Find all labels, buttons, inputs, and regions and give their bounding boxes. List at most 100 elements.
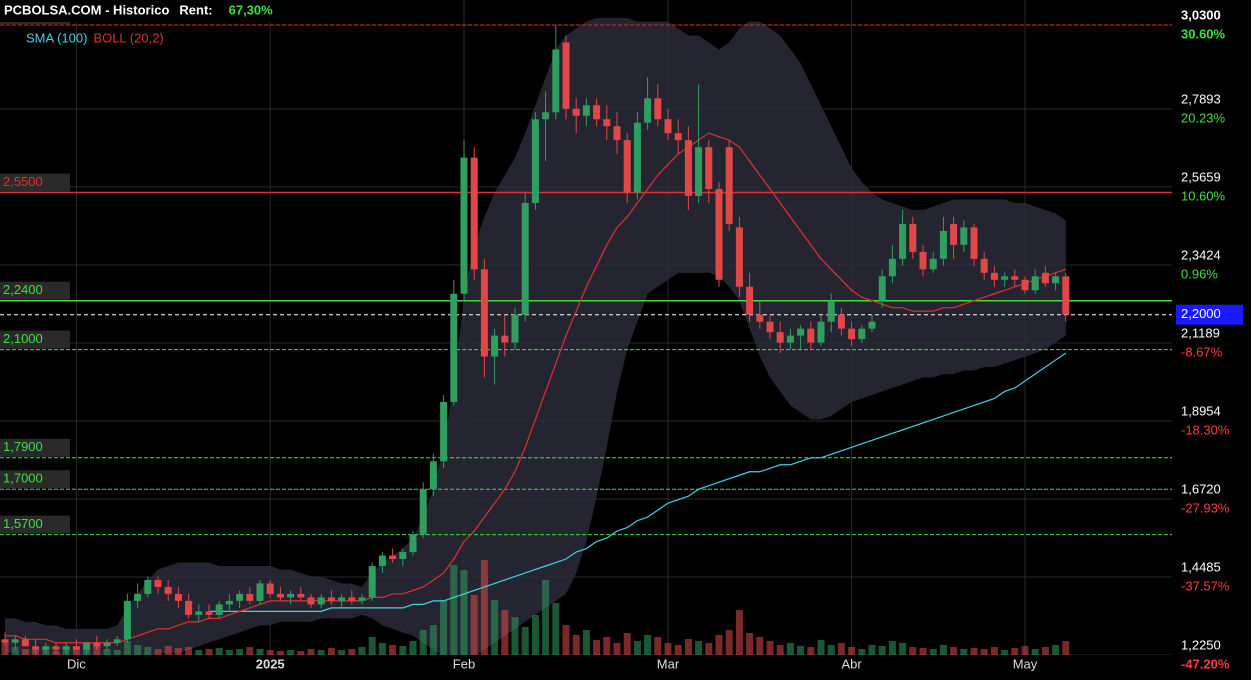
volume-bar	[1041, 647, 1049, 655]
volume-bar	[358, 647, 366, 655]
candle-body	[378, 555, 386, 566]
candle-body	[1031, 276, 1039, 291]
volume-bar	[776, 645, 784, 655]
candle-body	[123, 600, 131, 640]
candle-body	[1052, 276, 1060, 284]
volume-bar	[1, 643, 9, 655]
candle-body	[113, 639, 121, 643]
candle-body	[909, 223, 917, 252]
y2-tick-label: -8.67%	[1181, 344, 1223, 359]
legend-entry: BOLL (20,2)	[93, 30, 163, 45]
x-tick-label: Feb	[453, 656, 475, 671]
candle-body	[613, 126, 621, 141]
volume-bar	[174, 648, 182, 655]
candle-body	[1011, 276, 1019, 280]
candle-body	[521, 202, 529, 315]
level-label-box	[0, 330, 70, 349]
y-tick-label: 2,3424	[1181, 247, 1221, 262]
candle-body	[746, 286, 754, 315]
candle-body	[899, 223, 907, 259]
candle-body	[501, 335, 509, 343]
candle-body	[11, 639, 19, 643]
level-label: 1,7000	[3, 471, 43, 486]
candle-body	[256, 583, 264, 601]
candle-body	[72, 646, 80, 650]
y2-tick-label: -18.30%	[1181, 422, 1230, 437]
last-price-box	[1176, 304, 1243, 325]
candle-body	[715, 189, 723, 280]
candle-body	[246, 593, 254, 601]
volume-bar	[674, 645, 682, 655]
candle-body	[276, 593, 284, 598]
volume-bar	[113, 650, 121, 655]
volume-bar	[837, 643, 845, 655]
y2-tick-label: 0.96%	[1181, 266, 1218, 281]
volume-bar	[419, 630, 427, 655]
volume-bar	[797, 646, 805, 655]
volume-bar	[684, 639, 692, 655]
candle-body	[480, 269, 488, 357]
volume-bar	[521, 627, 529, 655]
candle-body	[664, 119, 672, 134]
level-label: 2,5500	[3, 174, 43, 189]
volume-bar	[756, 637, 764, 655]
volume-bar	[511, 617, 519, 655]
volume-bar	[185, 647, 193, 655]
candle-body	[848, 328, 856, 340]
candle-body	[593, 105, 601, 120]
volume-bar	[460, 570, 468, 655]
candle-body	[950, 223, 958, 245]
volume-bar	[990, 647, 998, 655]
volume-bar	[501, 610, 509, 655]
volume-bar	[582, 630, 590, 655]
volume-bar	[858, 649, 866, 655]
candle-body	[491, 335, 499, 357]
volume-bar	[378, 643, 386, 655]
volume-bar	[929, 649, 937, 655]
candle-body	[215, 604, 223, 615]
candle-body	[970, 227, 978, 259]
indicator-line	[209, 352, 1067, 612]
volume-bar	[531, 615, 539, 655]
volume-bar	[399, 646, 407, 655]
volume-bar	[225, 650, 233, 655]
candle-body	[21, 639, 29, 647]
candle-body	[103, 642, 111, 647]
volume-bar	[327, 648, 335, 655]
candle-body	[185, 600, 193, 615]
y-tick-label: 2,1189	[1181, 325, 1220, 340]
candle-body	[929, 258, 937, 270]
volume-bar	[623, 633, 631, 655]
x-tick-label: 2025	[256, 656, 285, 671]
candle-body	[225, 600, 233, 605]
candle-body	[725, 147, 733, 224]
volume-bar	[195, 650, 203, 655]
candle-body	[83, 642, 91, 650]
candle-body	[888, 258, 896, 277]
volume-bar	[562, 625, 570, 655]
volume-bar	[970, 648, 978, 655]
y-tick-label: 1,6720	[1181, 481, 1221, 496]
candle-body	[195, 611, 203, 615]
volume-bar	[593, 640, 601, 655]
candle-body	[307, 597, 315, 605]
candle-body	[399, 552, 407, 560]
volume-bar	[21, 649, 29, 655]
candle-body	[919, 251, 927, 270]
volume-bar	[307, 649, 315, 655]
volume-bar	[266, 650, 274, 655]
candle-body	[695, 147, 703, 197]
volume-bar	[1001, 650, 1009, 655]
candle-body	[287, 593, 295, 598]
volume-bar	[572, 635, 580, 655]
volume-bar	[338, 650, 346, 655]
volume-bar	[613, 643, 621, 655]
level-label: 2,1000	[3, 331, 43, 346]
volume-bar	[705, 643, 713, 655]
candle-body	[786, 335, 794, 343]
volume-bar	[276, 651, 284, 655]
rent-label: Rent:	[179, 2, 212, 17]
candle-body	[154, 579, 162, 587]
volume-bar	[450, 565, 458, 655]
